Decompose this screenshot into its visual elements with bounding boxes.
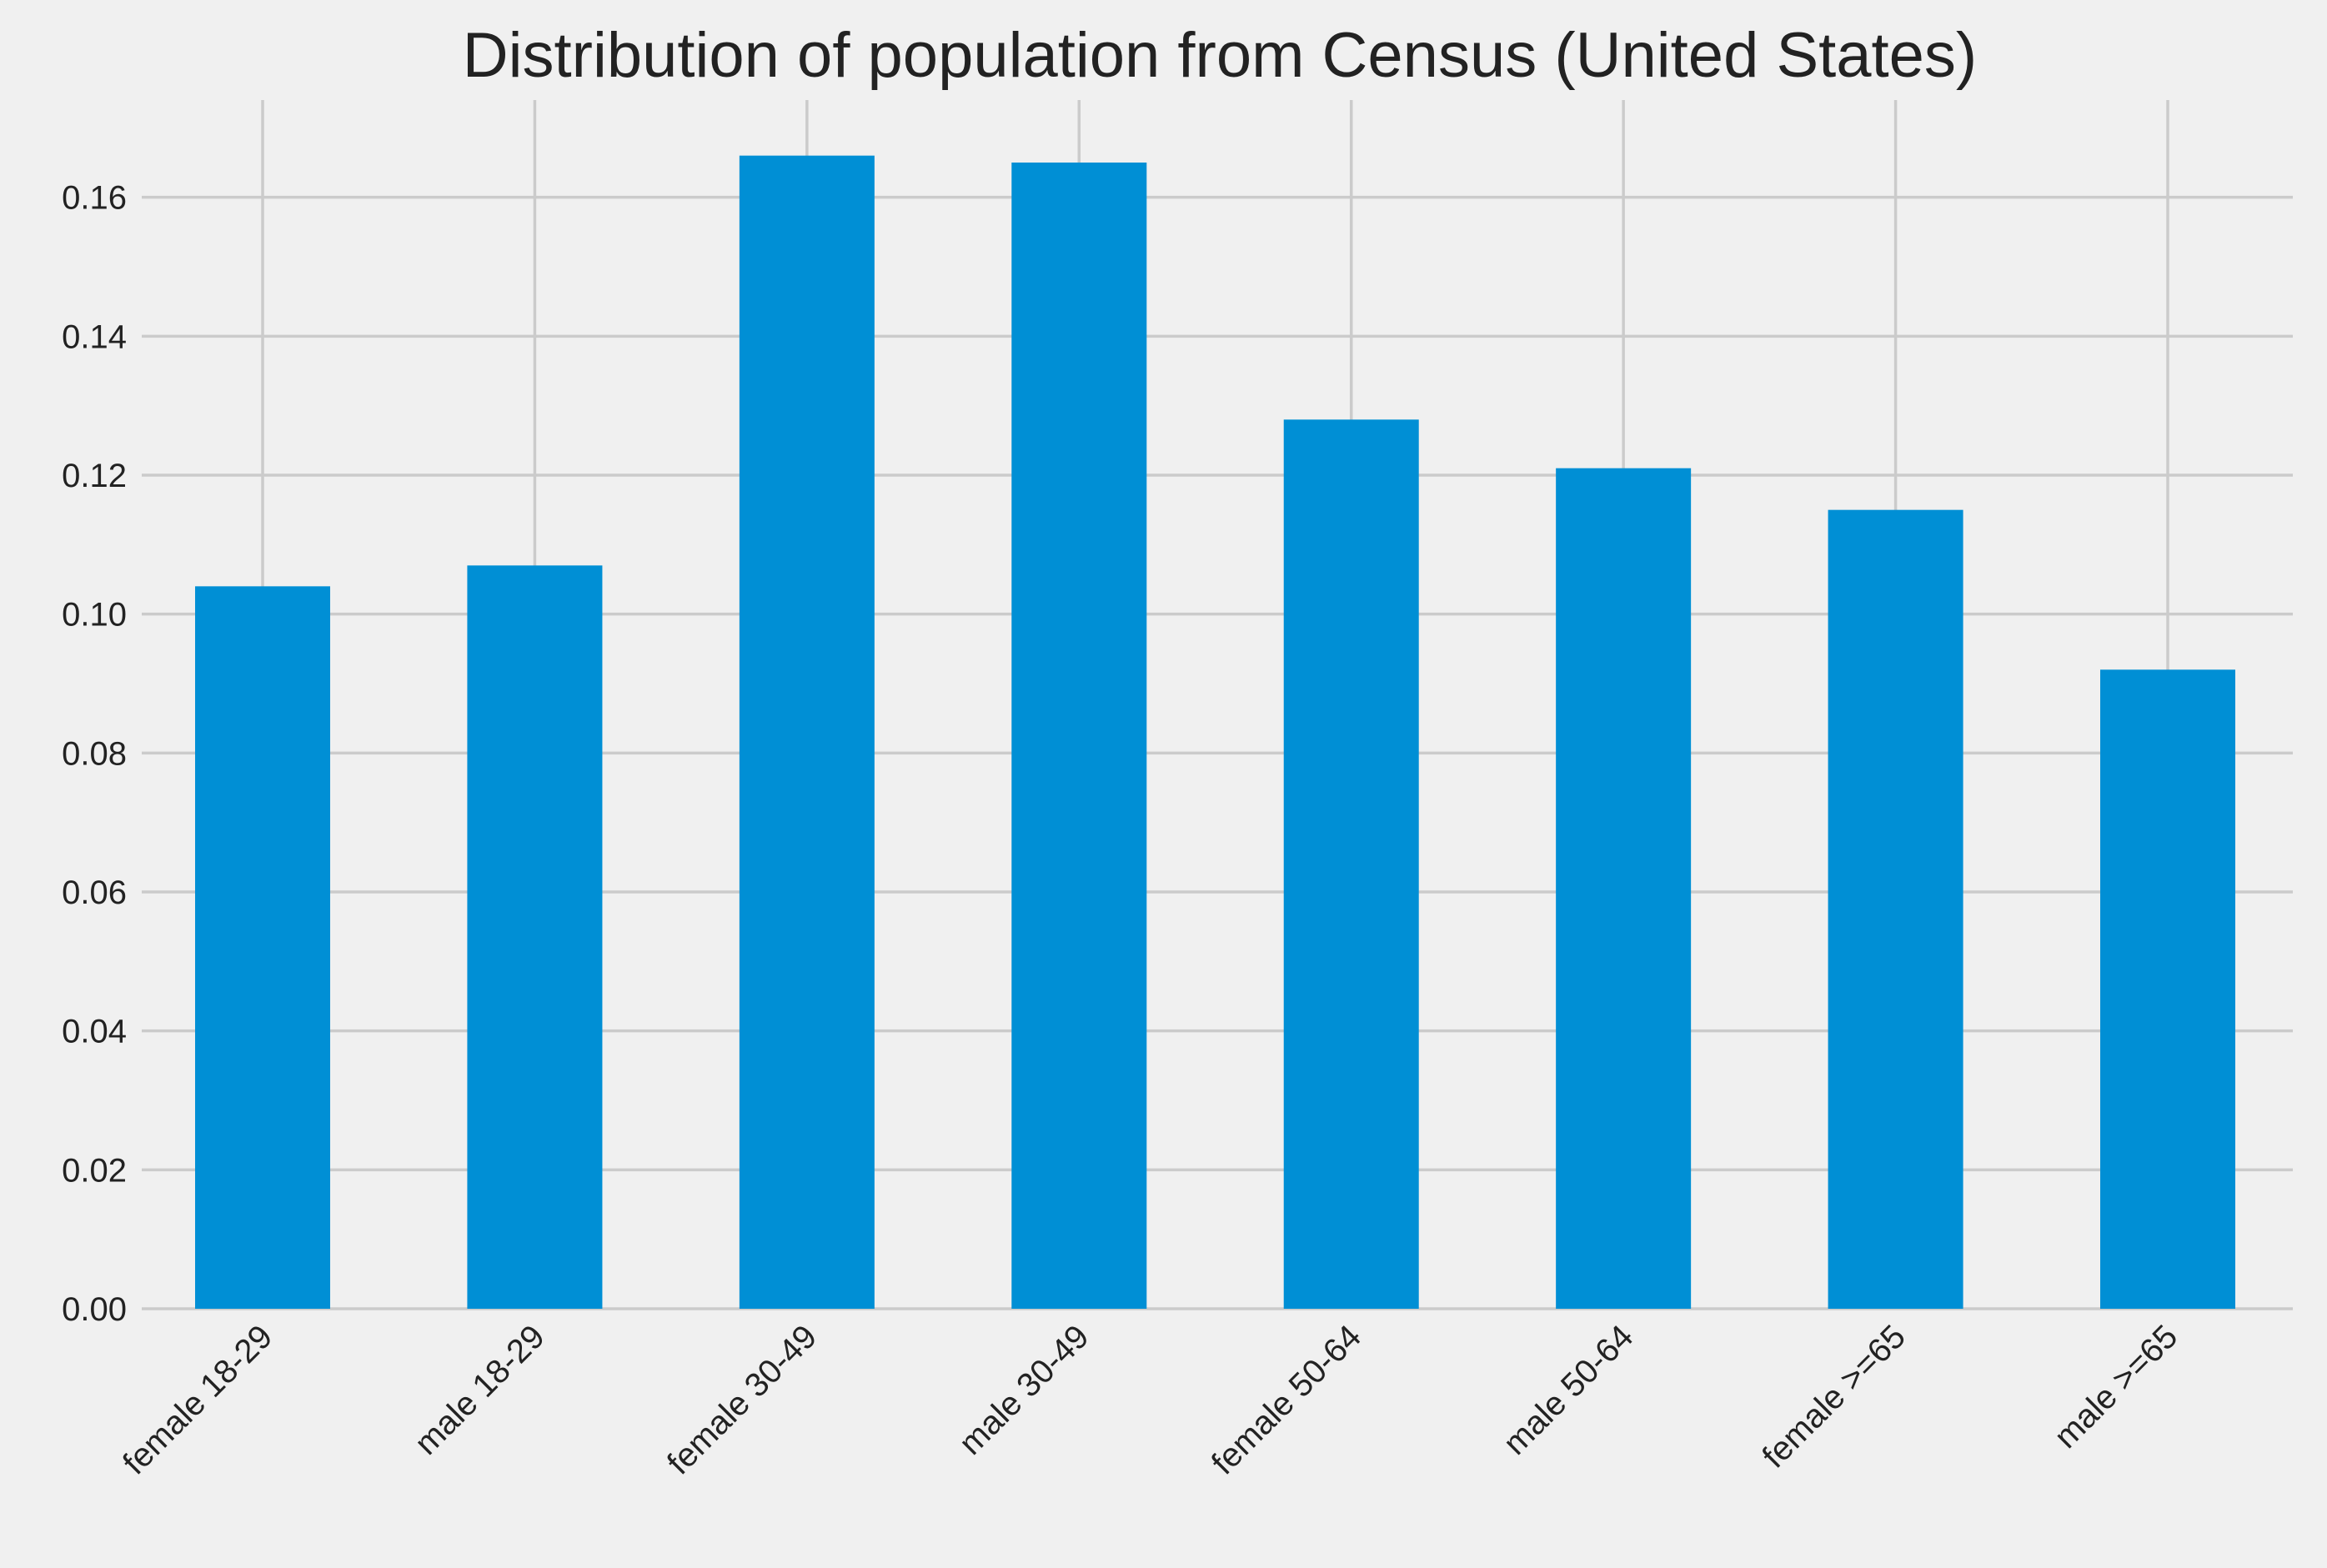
y-tick-label: 0.16	[62, 180, 127, 217]
bar-male-18-29	[467, 565, 603, 1309]
bar-male-50-64	[1556, 468, 1692, 1309]
y-tick-labels: 0.00 0.02 0.04 0.06 0.08 0.10 0.12 0.14 0.16	[62, 180, 127, 1328]
y-tick-label: 0.04	[62, 1014, 127, 1050]
bar-male-65	[2100, 669, 2235, 1309]
bar-female-18-29	[195, 586, 330, 1309]
y-tick-label: 0.08	[62, 735, 127, 772]
chart-title: Distribution of population from Census (…	[463, 20, 1977, 91]
y-tick-label: 0.00	[62, 1291, 127, 1328]
bars	[195, 155, 2235, 1310]
bar-female-65	[1828, 509, 1963, 1309]
bar-female-50-64	[1283, 419, 1419, 1309]
y-tick-label: 0.12	[62, 458, 127, 494]
y-tick-label: 0.06	[62, 874, 127, 911]
bar-female-30-49	[739, 155, 875, 1310]
y-tick-label: 0.10	[62, 597, 127, 634]
bar-male-30-49	[1011, 163, 1147, 1309]
y-tick-label: 0.02	[62, 1152, 127, 1189]
y-tick-label: 0.14	[62, 318, 127, 355]
